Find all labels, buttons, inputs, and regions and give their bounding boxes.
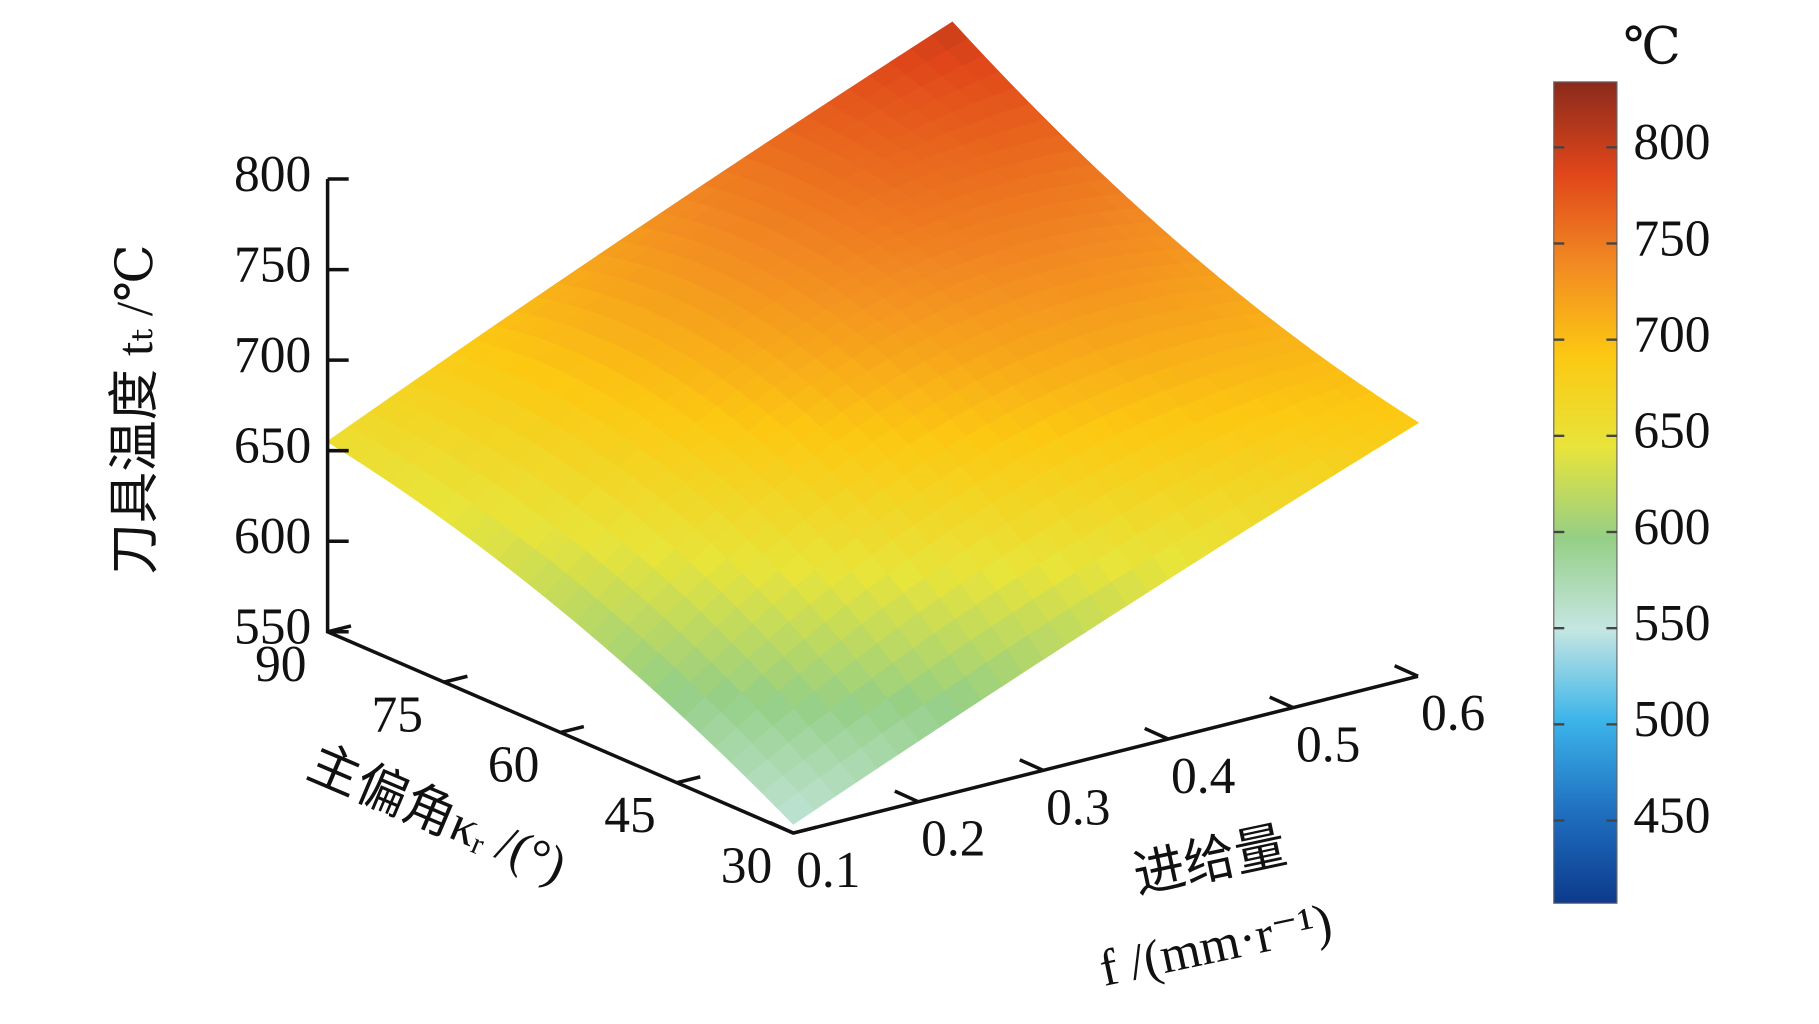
colorbar bbox=[1553, 81, 1618, 904]
x-tick bbox=[1144, 726, 1169, 741]
x-axis-label: f /(mm·r⁻¹) bbox=[1095, 893, 1337, 998]
x-tick-label: 0.2 bbox=[921, 811, 985, 868]
colorbar-label: ℃ bbox=[1623, 18, 1681, 75]
colorbar-tick-label: 800 bbox=[1633, 114, 1710, 171]
z-tick-label: 800 bbox=[234, 146, 311, 203]
y-tick bbox=[676, 775, 701, 785]
x-tick-label: 0.4 bbox=[1171, 748, 1235, 805]
z-tick-label: 700 bbox=[234, 327, 311, 384]
colorbar-tick-label: 500 bbox=[1633, 691, 1710, 748]
colorbar-tick-label: 450 bbox=[1633, 787, 1710, 844]
surface-patch bbox=[776, 792, 815, 825]
colorbar-tick-label: 750 bbox=[1633, 210, 1710, 267]
z-tick-label: 600 bbox=[234, 508, 311, 565]
y-tick bbox=[792, 825, 818, 835]
x-tick-label: 0.6 bbox=[1421, 685, 1485, 742]
x-tick bbox=[1019, 758, 1044, 772]
y-tick-label: 60 bbox=[488, 737, 539, 794]
x-tick-label: 0.5 bbox=[1296, 717, 1360, 774]
colorbar-tick-label: 550 bbox=[1633, 595, 1710, 652]
z-tick-label: 750 bbox=[234, 236, 311, 293]
y-tick bbox=[560, 724, 585, 735]
x-tick bbox=[1393, 664, 1419, 678]
colorbar-tick-label: 650 bbox=[1633, 403, 1710, 460]
z-tick-label: 550 bbox=[234, 599, 311, 656]
axes: 550 600 650 700 750 800 30 45 60 75 90 0.1 0.2 0.3 0.4… bbox=[234, 146, 1485, 899]
x-tick-label: 0.3 bbox=[1046, 779, 1110, 836]
z-axis-label: 刀具温度 tₜ /℃ bbox=[107, 244, 164, 574]
y-tick bbox=[443, 674, 468, 684]
surface bbox=[326, 21, 1420, 825]
x-tick bbox=[769, 820, 794, 835]
x-tick-label: 0.1 bbox=[796, 842, 860, 899]
z-tick-label: 650 bbox=[234, 417, 311, 474]
plot: 550 600 650 700 750 800 30 45 60 75 90 0.1 0.2 0.3 0.4… bbox=[107, 18, 1710, 998]
x-tick bbox=[1268, 695, 1294, 710]
y-tick-label: 45 bbox=[604, 787, 655, 844]
colorbar-tick-label: 700 bbox=[1633, 306, 1710, 363]
y-tick bbox=[327, 624, 352, 634]
colorbar-tick-label: 600 bbox=[1633, 499, 1710, 556]
x-axis-label: 进给量 bbox=[1129, 817, 1292, 905]
y-tick-label: 75 bbox=[371, 686, 422, 743]
x-tick bbox=[894, 789, 919, 804]
y-tick-label: 30 bbox=[721, 837, 772, 894]
y-tick-label: 90 bbox=[255, 636, 306, 693]
